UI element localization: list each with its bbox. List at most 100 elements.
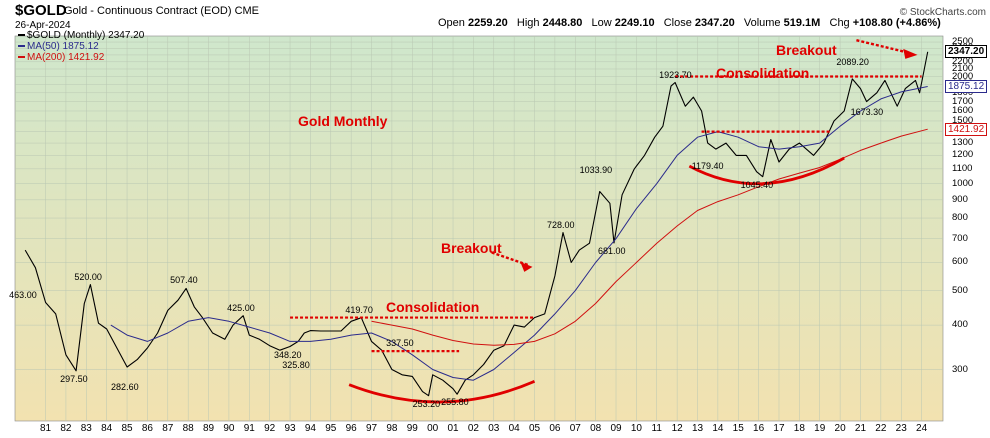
point-label: 728.00 bbox=[547, 219, 575, 230]
change-label: Chg bbox=[829, 17, 850, 29]
series-line-ma50 bbox=[110, 86, 928, 381]
annotation-consolidation-1: Consolidation bbox=[386, 299, 480, 315]
volume-value: 519.1M bbox=[783, 17, 821, 29]
price-tag: 1875.12 bbox=[945, 80, 988, 94]
open-label: Open bbox=[438, 17, 465, 29]
symbol-description: Gold - Continuous Contract (EOD) CME bbox=[64, 5, 259, 17]
exchange-text: CME bbox=[234, 5, 260, 17]
x-tick-label: 12 bbox=[671, 423, 683, 434]
x-tick-label: 85 bbox=[121, 423, 133, 434]
y-tick-label: 600 bbox=[952, 256, 968, 268]
chart-date: 26-Apr-2024 bbox=[15, 20, 71, 31]
plot-background bbox=[14, 35, 944, 422]
point-label: 425.00 bbox=[227, 302, 255, 313]
x-tick-label: 21 bbox=[854, 423, 867, 434]
x-tick-label: 94 bbox=[304, 423, 316, 434]
point-label: 1045.40 bbox=[740, 179, 774, 190]
close-label: Close bbox=[663, 17, 692, 29]
x-tick-label: 02 bbox=[467, 423, 479, 434]
x-tick-label: 97 bbox=[365, 423, 378, 434]
price-tag: 1421.92 bbox=[945, 123, 988, 137]
legend-price: $GOLD (Monthly) 2347.20 bbox=[18, 30, 144, 41]
annotation-breakout-1: Breakout bbox=[441, 240, 502, 256]
y-tick-label: 1100 bbox=[952, 162, 973, 174]
point-label: 1179.40 bbox=[691, 161, 724, 172]
x-tick-label: 00 bbox=[427, 423, 439, 434]
arrow-head-1 bbox=[520, 261, 533, 272]
point-label: 463.00 bbox=[9, 289, 37, 300]
annotation-gold-monthly: Gold Monthly bbox=[298, 113, 388, 129]
change-value: +108.80 (+4.86%) bbox=[852, 17, 941, 29]
x-tick-label: 92 bbox=[264, 423, 276, 434]
low-value: 2249.10 bbox=[614, 17, 655, 29]
x-tick-label: 11 bbox=[651, 423, 662, 434]
x-tick-label: 04 bbox=[508, 423, 520, 434]
cup-arc-1 bbox=[348, 380, 536, 404]
x-tick-label: 06 bbox=[549, 423, 561, 434]
x-tick-label: 98 bbox=[386, 423, 398, 434]
volume-label: Volume bbox=[743, 17, 781, 29]
y-tick-label: 1500 bbox=[952, 114, 974, 126]
x-tick-label: 18 bbox=[793, 423, 805, 434]
x-tick-label: 01 bbox=[447, 423, 459, 434]
x-tick-label: 20 bbox=[834, 423, 846, 434]
x-tick-label: 89 bbox=[202, 423, 215, 434]
low-label: Low bbox=[591, 17, 612, 29]
series-line-ma200 bbox=[371, 128, 928, 346]
point-label: 1673.30 bbox=[850, 107, 884, 118]
x-tick-label: 05 bbox=[528, 423, 541, 434]
point-label: 337.50 bbox=[386, 338, 414, 349]
x-tick-label: 86 bbox=[141, 423, 153, 434]
y-tick-label: 700 bbox=[952, 232, 968, 244]
point-label: 1923.70 bbox=[659, 69, 692, 80]
x-tick-label: 07 bbox=[569, 423, 581, 434]
high-value: 2448.80 bbox=[542, 17, 583, 29]
point-label: 325.80 bbox=[282, 359, 310, 370]
x-tick-label: 23 bbox=[895, 423, 907, 434]
legend-swatch-ma200 bbox=[18, 56, 25, 59]
arrow-shaft-2 bbox=[856, 39, 910, 55]
x-tick-label: 87 bbox=[162, 423, 174, 434]
y-tick-label: 500 bbox=[952, 284, 968, 296]
y-tick-label: 900 bbox=[952, 193, 968, 205]
point-label: 2089.20 bbox=[836, 56, 869, 67]
legend-price-text: $GOLD (Monthly) 2347.20 bbox=[27, 30, 145, 41]
y-tick-label: 1000 bbox=[952, 177, 974, 189]
legend-ma200-text: MA(200) 1421.92 bbox=[27, 52, 105, 63]
x-tick-label: 24 bbox=[916, 423, 928, 434]
symbol-title: $GOLD bbox=[15, 2, 67, 19]
point-label: 681.00 bbox=[597, 245, 626, 256]
legend-ma200: MA(200) 1421.92 bbox=[18, 52, 104, 63]
legend-swatch-ma50 bbox=[18, 45, 25, 48]
y-tick-label: 2500 bbox=[952, 36, 974, 48]
point-label: 419.70 bbox=[345, 304, 373, 315]
x-tick-label: 03 bbox=[488, 423, 500, 434]
series-line-price bbox=[24, 51, 929, 397]
point-label: 520.00 bbox=[74, 271, 102, 282]
y-tick-label: 1700 bbox=[952, 95, 974, 107]
x-tick-label: 19 bbox=[814, 423, 826, 434]
description-text: Gold - Continuous Contract (EOD) bbox=[64, 5, 232, 17]
point-label: 1033.90 bbox=[579, 165, 613, 176]
y-tick-label: 1200 bbox=[952, 149, 974, 161]
y-tick-label: 400 bbox=[952, 319, 968, 331]
price-tag: 2347.20 bbox=[945, 44, 988, 58]
x-tick-label: 90 bbox=[223, 423, 235, 434]
point-label: 297.50 bbox=[60, 373, 88, 384]
x-tick-label: 15 bbox=[732, 423, 744, 434]
x-tick-label: 22 bbox=[875, 423, 887, 434]
y-tick-label: 300 bbox=[952, 363, 968, 375]
x-tick-label: 84 bbox=[101, 423, 113, 434]
y-tick-label: 1600 bbox=[952, 104, 974, 116]
arrow-head-2 bbox=[903, 48, 918, 59]
legend-ma50-text: MA(50) 1875.12 bbox=[27, 41, 99, 52]
x-tick-label: 16 bbox=[753, 423, 765, 434]
y-tick-label: 800 bbox=[952, 212, 968, 224]
y-tick-label: 2000 bbox=[952, 70, 974, 82]
high-label: High bbox=[516, 17, 540, 29]
x-tick-label: 09 bbox=[610, 423, 622, 434]
copyright: © StockCharts.com bbox=[899, 7, 986, 18]
y-tick-label: 2200 bbox=[952, 55, 974, 67]
x-tick-label: 14 bbox=[712, 423, 724, 434]
point-label: 507.40 bbox=[170, 275, 198, 286]
